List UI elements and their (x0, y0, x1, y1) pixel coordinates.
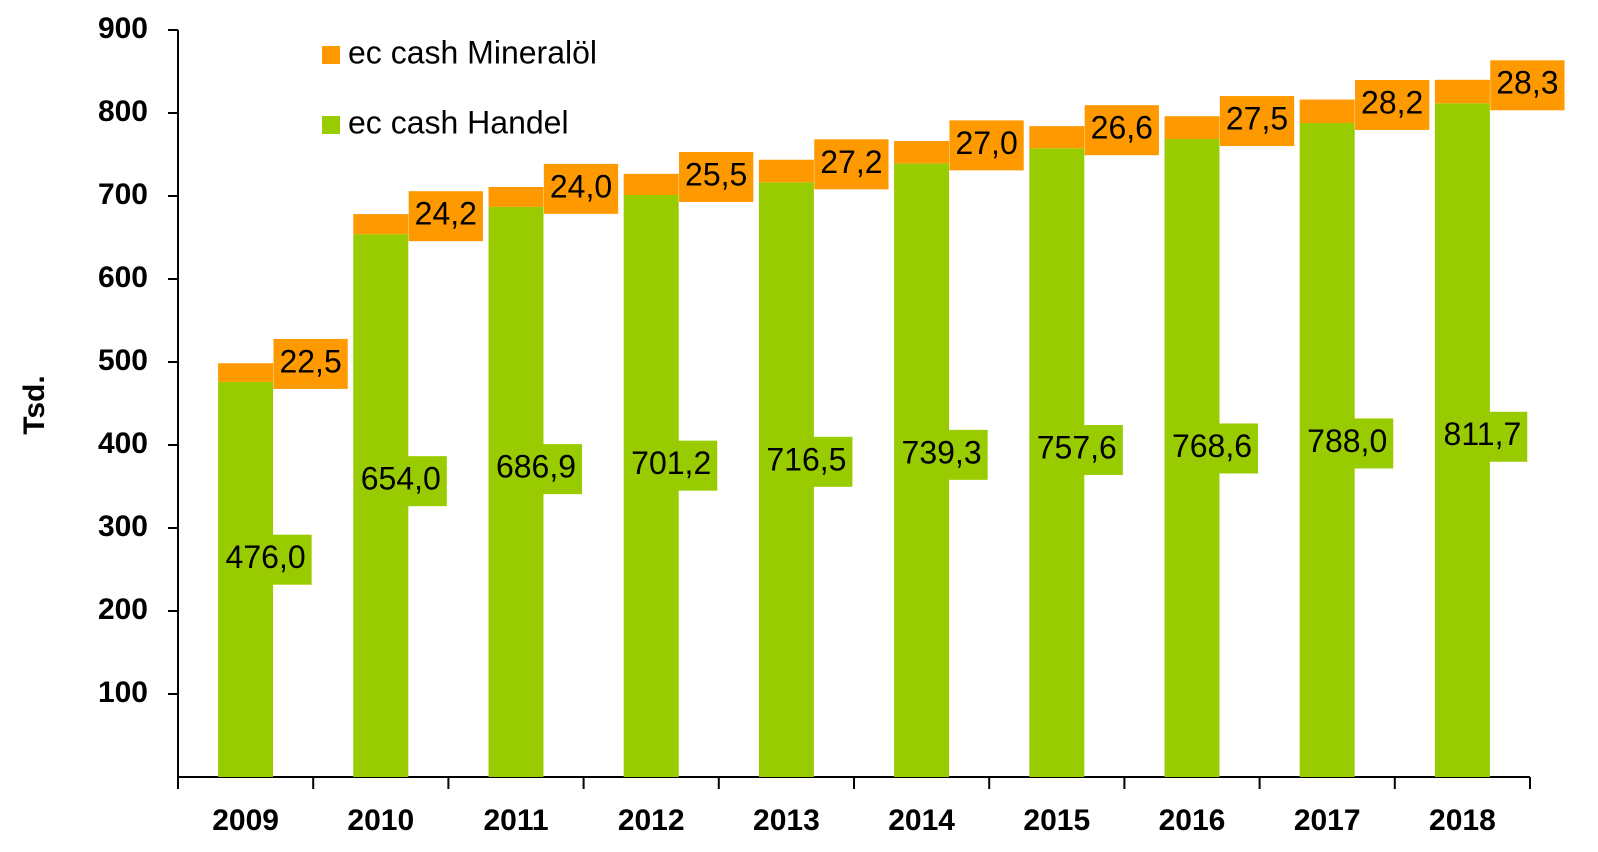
data-label: 757,6 (1037, 429, 1117, 465)
data-label-box (1030, 425, 1123, 476)
data-label: 27,2 (820, 144, 882, 180)
x-tick-label: 2010 (347, 804, 414, 837)
bar-segment (623, 173, 679, 196)
data-label: 25,5 (685, 156, 747, 192)
data-label-box (489, 444, 583, 495)
data-label-box (1165, 423, 1259, 474)
data-label-box (679, 152, 754, 203)
data-label-box (1437, 411, 1528, 462)
y-tick-label: 100 (98, 676, 148, 709)
data-label: 27,0 (955, 125, 1017, 161)
data-label: 22,5 (279, 343, 341, 379)
data-label: 476,0 (226, 539, 306, 575)
data-label-box (1219, 96, 1295, 147)
bar-segment (758, 159, 814, 183)
y-tick-label: 300 (98, 510, 148, 543)
legend-swatch (322, 116, 340, 134)
data-label: 788,0 (1307, 423, 1387, 459)
data-label: 654,0 (361, 461, 441, 497)
y-tick-label: 700 (98, 178, 148, 211)
data-label: 701,2 (631, 445, 711, 481)
bar-segment (894, 140, 950, 164)
x-tick-label: 2012 (618, 804, 685, 837)
data-label: 28,2 (1361, 84, 1423, 120)
bar-segment (353, 214, 409, 235)
data-label-box (1355, 79, 1430, 130)
data-label-box (949, 120, 1024, 171)
data-label: 716,5 (766, 441, 846, 477)
legend-label: ec cash Mineralöl (348, 34, 597, 70)
y-axis-label: Tsd. (18, 375, 51, 434)
legend-label: ec cash Handel (348, 104, 569, 140)
y-tick-label: 400 (98, 427, 148, 460)
y-tick-label: 200 (98, 593, 148, 626)
x-tick-label: 2016 (1159, 804, 1226, 837)
data-label-box (1490, 60, 1565, 111)
data-label-box (625, 440, 718, 491)
data-label: 739,3 (902, 434, 982, 470)
y-tick-label: 600 (98, 261, 148, 294)
data-label: 811,7 (1444, 416, 1522, 452)
data-label-box (543, 163, 619, 214)
bar-segment (1299, 99, 1355, 123)
data-label: 27,5 (1226, 101, 1288, 137)
x-tick-label: 2011 (483, 804, 548, 837)
data-label-box (1084, 105, 1159, 156)
data-label: 768,6 (1172, 428, 1252, 464)
legend-swatch (322, 46, 340, 64)
data-label-box (408, 191, 483, 242)
bar-segment (218, 363, 274, 382)
x-tick-label: 2017 (1294, 804, 1361, 837)
x-tick-label: 2018 (1429, 804, 1496, 837)
data-label-box (814, 139, 889, 190)
data-label: 24,2 (415, 196, 477, 232)
x-tick-label: 2009 (212, 804, 279, 837)
x-tick-label: 2013 (753, 804, 820, 837)
data-label-box (219, 534, 312, 585)
bar-segment (1164, 116, 1220, 140)
data-label: 686,9 (496, 449, 576, 485)
bar-segment (1434, 79, 1490, 104)
data-label-box (354, 456, 447, 507)
data-label: 24,0 (550, 168, 612, 204)
y-tick-label: 500 (98, 344, 148, 377)
data-label: 26,6 (1091, 110, 1153, 146)
data-label-box (273, 338, 348, 389)
data-label-box (760, 436, 853, 487)
y-tick-label: 800 (98, 95, 148, 128)
data-label-box (895, 429, 988, 480)
y-tick-label: 900 (98, 12, 148, 45)
data-label: 28,3 (1496, 65, 1558, 101)
bar-segment (488, 186, 544, 207)
bar-segment (1029, 126, 1085, 149)
data-label-box (1301, 418, 1394, 469)
x-tick-label: 2015 (1023, 804, 1090, 837)
x-tick-label: 2014 (888, 804, 955, 837)
